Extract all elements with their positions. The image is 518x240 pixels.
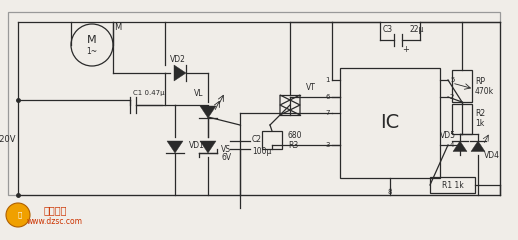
Circle shape	[6, 203, 30, 227]
Text: C1 0.47μ: C1 0.47μ	[133, 90, 165, 96]
Text: ~220V: ~220V	[0, 136, 16, 144]
Polygon shape	[453, 141, 467, 151]
Polygon shape	[167, 141, 183, 153]
Text: 1k: 1k	[475, 120, 484, 128]
Text: 100μ: 100μ	[252, 146, 271, 156]
Text: M: M	[114, 23, 122, 31]
Text: www.dzsc.com: www.dzsc.com	[27, 217, 83, 227]
Text: 2: 2	[450, 94, 454, 100]
Text: C3: C3	[383, 25, 393, 35]
Polygon shape	[471, 141, 485, 151]
Polygon shape	[200, 106, 216, 118]
Text: VT: VT	[306, 83, 316, 91]
Text: C2: C2	[252, 136, 262, 144]
Text: 470k: 470k	[475, 86, 494, 96]
Polygon shape	[200, 141, 216, 153]
Text: IC: IC	[380, 114, 399, 132]
Text: RP: RP	[475, 77, 485, 85]
Text: 6V: 6V	[221, 154, 231, 162]
Bar	[452, 104, 472, 134]
Text: 5: 5	[450, 77, 454, 83]
Text: 7: 7	[325, 110, 330, 116]
Circle shape	[71, 24, 113, 66]
Bar	[8, 12, 500, 195]
Text: 3: 3	[325, 142, 330, 148]
Text: 1: 1	[325, 77, 330, 83]
Text: 680: 680	[288, 131, 303, 139]
Text: 1~: 1~	[87, 47, 97, 55]
Text: 22μ: 22μ	[410, 25, 424, 35]
Text: VD1: VD1	[189, 140, 205, 150]
Text: 8: 8	[388, 189, 392, 195]
Text: 4: 4	[450, 142, 454, 148]
Text: R3: R3	[288, 140, 298, 150]
Text: VL: VL	[194, 90, 203, 98]
Text: VD5: VD5	[440, 132, 456, 140]
Text: M: M	[87, 35, 97, 45]
Polygon shape	[174, 65, 186, 81]
Text: 6: 6	[325, 94, 330, 100]
Bar	[452, 70, 472, 102]
Text: 维库一下: 维库一下	[43, 205, 67, 215]
Text: VD4: VD4	[484, 151, 500, 161]
Text: R2: R2	[475, 109, 485, 119]
Text: +: +	[402, 44, 409, 54]
Bar	[262, 131, 282, 149]
Text: 找: 找	[18, 212, 22, 218]
Bar	[430, 177, 475, 193]
Bar	[340, 68, 440, 178]
Text: VD2: VD2	[170, 54, 186, 64]
Text: R1 1k: R1 1k	[442, 180, 464, 190]
Text: VS: VS	[221, 145, 231, 155]
